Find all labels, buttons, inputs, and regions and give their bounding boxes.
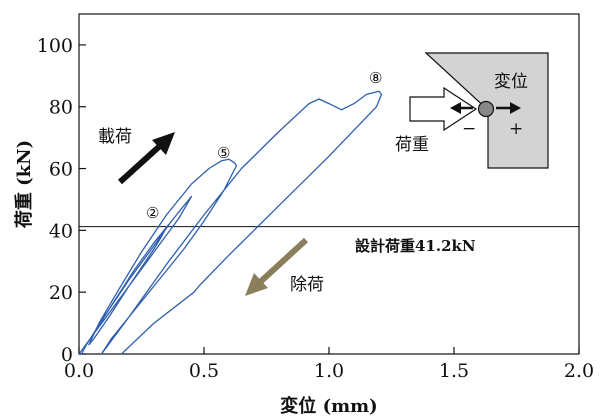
x-tick-label: 0.5 <box>189 360 219 382</box>
x-tick-label: 2.0 <box>564 360 594 382</box>
loading-label: 載荷 <box>98 127 132 147</box>
inset-load-label: 荷重 <box>395 135 429 155</box>
y-tick-label: 0 <box>61 344 73 366</box>
inset-minus-sign: − <box>462 119 476 139</box>
x-tick-label: 1.5 <box>439 360 469 382</box>
y-tick-label: 100 <box>37 35 73 57</box>
unloading-arrow <box>245 237 309 296</box>
loading-arrow <box>117 132 175 185</box>
cycle-5-marker: ⑤ <box>217 144 230 162</box>
measurement-point <box>477 100 495 118</box>
y-tick-label: 40 <box>49 220 73 242</box>
y-tick-label: 20 <box>49 282 73 304</box>
design-load-label: 設計荷重41.2kN <box>355 237 476 255</box>
inset-plus-sign: + <box>509 119 523 139</box>
y-axis-label: 荷重 (kN) <box>13 140 35 228</box>
y-tick-label: 60 <box>49 159 73 181</box>
inset-displacement-label: 変位 <box>494 72 528 92</box>
loading-schematic-inset: 変位 荷重 − + <box>395 52 549 169</box>
y-axis-ticks: 0 20 40 60 80 100 <box>37 35 86 366</box>
load-direction-arrow <box>409 86 478 132</box>
y-tick-label: 80 <box>49 97 73 119</box>
load-displacement-curve <box>78 90 383 355</box>
unloading-label: 除荷 <box>290 275 324 295</box>
x-axis-ticks: 0.0 0.5 1.0 1.5 2.0 <box>64 347 594 382</box>
x-axis-label: 変位 (mm) <box>280 395 377 417</box>
cycle-2-marker: ② <box>146 204 159 222</box>
x-tick-label: 0.0 <box>64 360 94 382</box>
x-tick-label: 1.0 <box>314 360 344 382</box>
cycle-8-marker: ⑧ <box>369 69 382 87</box>
specimen-block <box>424 52 549 169</box>
